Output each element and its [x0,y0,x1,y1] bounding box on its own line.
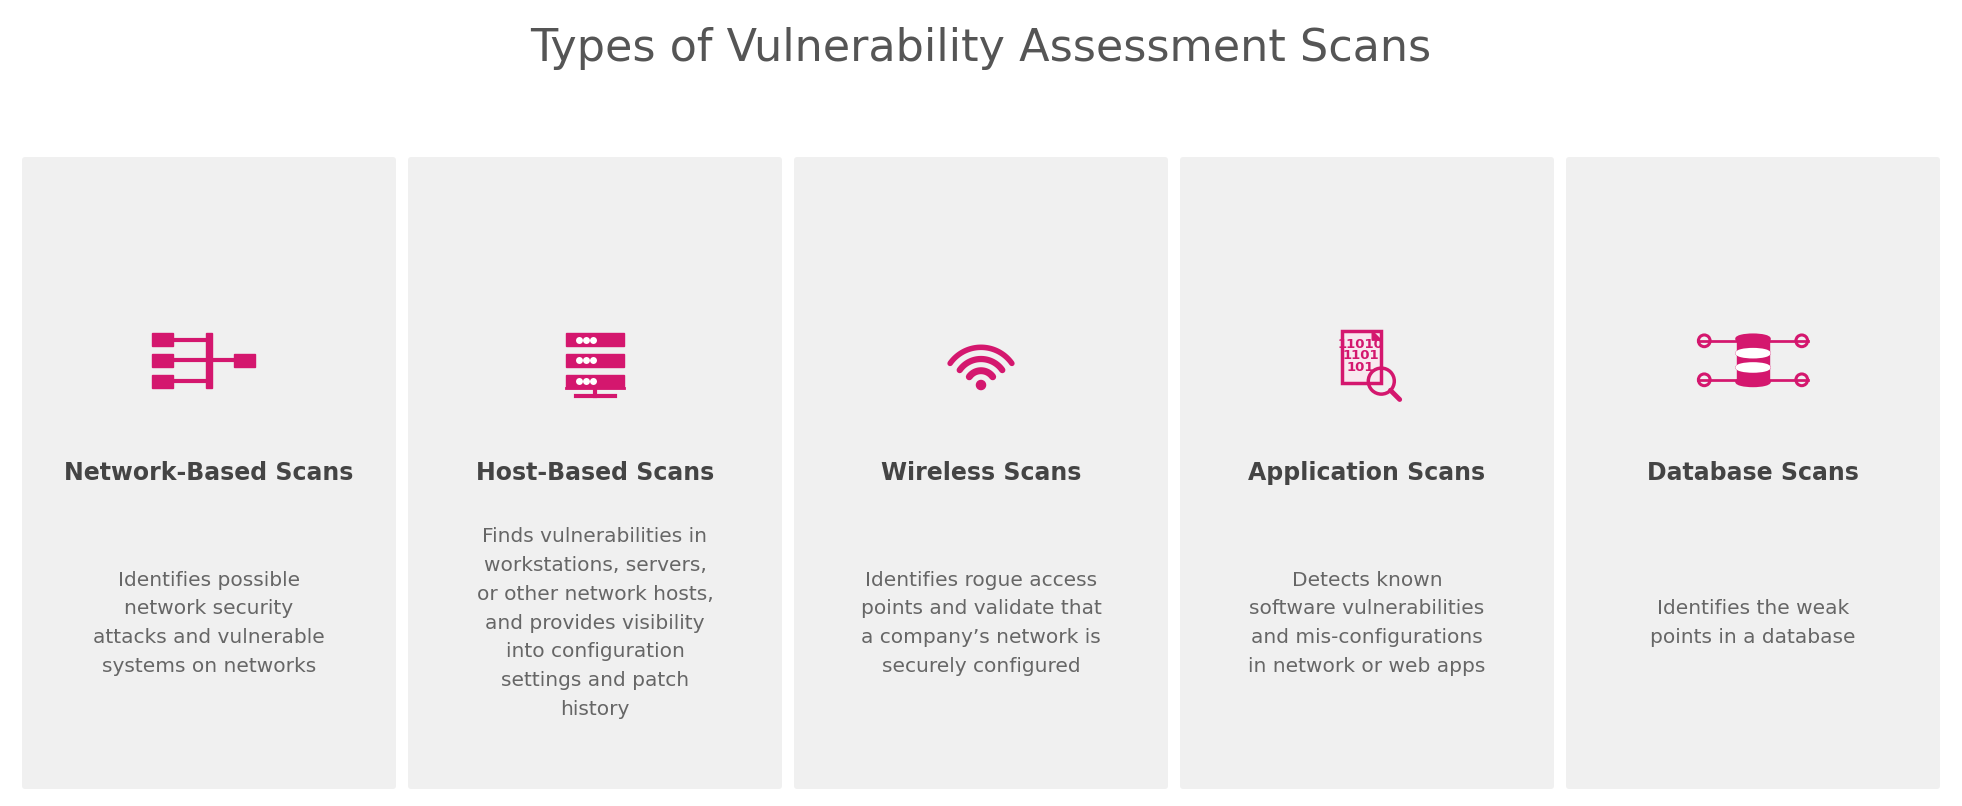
Text: Wireless Scans: Wireless Scans [881,461,1081,485]
Ellipse shape [1736,349,1770,357]
Circle shape [977,380,985,389]
Bar [233,354,255,367]
Text: Identifies the weak
points in a database: Identifies the weak points in a database [1650,600,1856,647]
Ellipse shape [1736,349,1770,357]
FancyBboxPatch shape [1179,157,1554,789]
Bar [151,375,173,388]
Bar [1736,353,1770,368]
Text: Identifies rogue access
points and validate that
a company’s network is
securely: Identifies rogue access points and valid… [861,571,1101,676]
Text: Identifies possible
network security
attacks and vulnerable
systems on networks: Identifies possible network security att… [92,571,326,676]
Bar [565,375,624,388]
Text: Finds vulnerabilities in
workstations, servers,
or other network hosts,
and prov: Finds vulnerabilities in workstations, s… [477,527,714,719]
Ellipse shape [1736,378,1770,385]
Bar [565,333,624,346]
Text: Database Scans: Database Scans [1646,461,1858,485]
FancyBboxPatch shape [408,157,783,789]
Text: Application Scans: Application Scans [1248,461,1485,485]
Text: 11010: 11010 [1338,338,1383,351]
FancyBboxPatch shape [22,157,396,789]
Text: Host-Based Scans: Host-Based Scans [477,461,714,485]
Ellipse shape [1736,364,1770,372]
Ellipse shape [1736,364,1770,372]
Ellipse shape [1736,335,1770,343]
Bar [1736,368,1770,382]
FancyBboxPatch shape [1566,157,1940,789]
Text: Types of Vulnerability Assessment Scans: Types of Vulnerability Assessment Scans [530,27,1432,69]
Bar [206,333,212,388]
Text: Network-Based Scans: Network-Based Scans [65,461,353,485]
FancyBboxPatch shape [795,157,1167,789]
Text: 1101: 1101 [1342,349,1379,362]
Text: Detects known
software vulnerabilities
and mis-configurations
in network or web : Detects known software vulnerabilities a… [1248,571,1485,676]
Polygon shape [1371,331,1381,340]
Bar [1736,339,1770,353]
Bar [151,354,173,367]
Text: 101: 101 [1346,361,1373,374]
Bar [565,354,624,367]
Bar [151,333,173,346]
Bar [1342,331,1381,383]
